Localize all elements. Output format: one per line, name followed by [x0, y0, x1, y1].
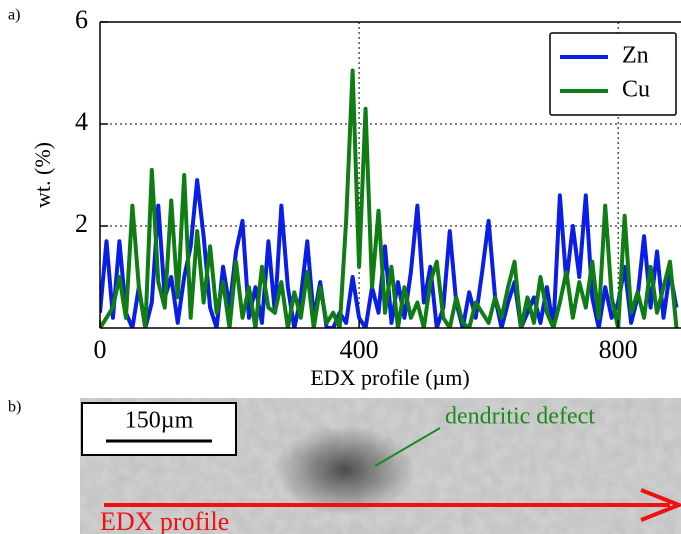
- y-tick-label: 2: [75, 209, 88, 238]
- defect-region: [275, 425, 415, 515]
- annotation-pointer: [374, 427, 441, 467]
- annotation: dendritic defect: [445, 404, 595, 430]
- panel-label: a): [8, 7, 20, 24]
- y-tick-label: 4: [75, 107, 88, 136]
- legend-label: Cu: [622, 77, 650, 103]
- scale-bar-box: [81, 402, 237, 456]
- legend-box: [549, 32, 677, 116]
- plot-area: [100, 68, 679, 328]
- panel-label: b): [8, 399, 21, 416]
- profile-arrowhead: [640, 488, 681, 522]
- legend-label: Zn: [622, 43, 649, 69]
- x-tick-label: 800: [599, 335, 638, 364]
- scale-bar-label: 150µm: [125, 408, 194, 434]
- x-tick-label: 400: [340, 335, 379, 364]
- x-axis-label: EDX profile (µm): [310, 365, 469, 390]
- y-axis-label: wt. (%): [30, 142, 55, 208]
- chart: 2 4 6 0 400 800 EDX profile (µm) wt. (%) Zn Cu: [30, 5, 681, 390]
- micrograph: 150µm dendritic defect EDX profile: [80, 398, 681, 534]
- data-line: [100, 68, 679, 328]
- profile-label: EDX profile: [100, 507, 229, 534]
- x-tick-label: 0: [94, 335, 107, 364]
- y-tick-label: 6: [75, 5, 88, 34]
